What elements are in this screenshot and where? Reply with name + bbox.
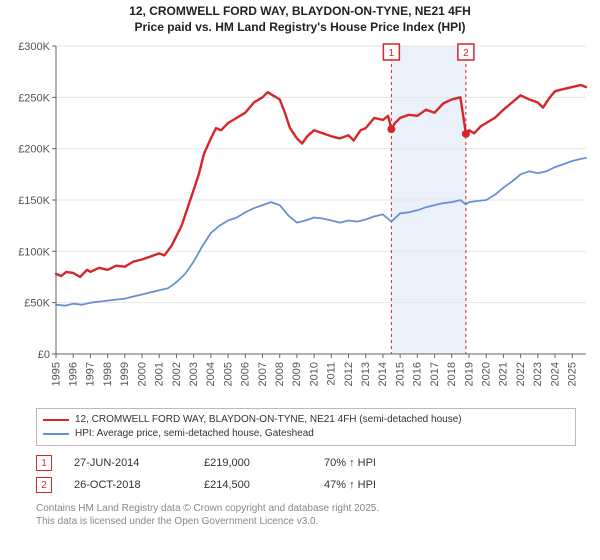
svg-text:£150K: £150K <box>18 195 50 207</box>
marker-number-1-text: 1 <box>41 458 47 469</box>
marker-price-1: £219,000 <box>204 457 324 469</box>
svg-text:2015: 2015 <box>394 362 406 386</box>
marker-number-2: 2 <box>36 477 52 493</box>
svg-text:1: 1 <box>389 48 395 59</box>
svg-text:£0: £0 <box>38 349 50 361</box>
svg-text:2025: 2025 <box>567 362 579 386</box>
svg-text:1995: 1995 <box>50 362 62 386</box>
svg-text:2016: 2016 <box>412 362 424 386</box>
svg-text:2008: 2008 <box>274 362 286 386</box>
svg-text:£250K: £250K <box>18 92 50 104</box>
svg-text:2001: 2001 <box>154 362 166 386</box>
svg-text:2006: 2006 <box>240 362 252 386</box>
svg-text:2024: 2024 <box>549 362 561 386</box>
title-line-1: 12, CROMWELL FORD WAY, BLAYDON-ON-TYNE, … <box>0 4 600 20</box>
footer-line-2: This data is licensed under the Open Gov… <box>36 515 379 528</box>
legend-row-property: 12, CROMWELL FORD WAY, BLAYDON-ON-TYNE, … <box>43 413 569 427</box>
svg-text:2000: 2000 <box>136 362 148 386</box>
svg-text:2021: 2021 <box>498 362 510 386</box>
marker-row-1: 1 27-JUN-2014 £219,000 70% ↑ HPI <box>36 452 424 474</box>
svg-text:2023: 2023 <box>532 362 544 386</box>
svg-text:2005: 2005 <box>222 362 234 386</box>
marker-number-2-text: 2 <box>41 480 47 491</box>
svg-text:2017: 2017 <box>429 362 441 386</box>
svg-text:1998: 1998 <box>102 362 114 386</box>
svg-text:2009: 2009 <box>291 362 303 386</box>
marker-number-1: 1 <box>36 455 52 471</box>
svg-text:1999: 1999 <box>119 362 131 386</box>
svg-text:2014: 2014 <box>377 362 389 386</box>
svg-text:£50K: £50K <box>24 298 50 310</box>
svg-text:2011: 2011 <box>326 362 338 386</box>
legend-swatch-hpi <box>43 433 69 435</box>
svg-text:2: 2 <box>463 48 469 59</box>
title-line-2: Price paid vs. HM Land Registry's House … <box>0 20 600 36</box>
svg-text:2012: 2012 <box>343 362 355 386</box>
footer-line-1: Contains HM Land Registry data © Crown c… <box>36 502 379 515</box>
legend-row-hpi: HPI: Average price, semi-detached house,… <box>43 427 569 441</box>
legend-label-property: 12, CROMWELL FORD WAY, BLAYDON-ON-TYNE, … <box>75 413 462 427</box>
marker-pct-2: 47% ↑ HPI <box>324 479 424 491</box>
svg-text:2022: 2022 <box>515 362 527 386</box>
svg-text:2019: 2019 <box>463 362 475 386</box>
chart-title-block: 12, CROMWELL FORD WAY, BLAYDON-ON-TYNE, … <box>0 0 600 35</box>
svg-text:1996: 1996 <box>68 362 80 386</box>
svg-text:2004: 2004 <box>205 362 217 386</box>
footer-attribution: Contains HM Land Registry data © Crown c… <box>36 502 379 528</box>
chart-area: £0 £50K £100K £150K £200K £250K £300K 1995 1996 1… <box>8 40 592 400</box>
svg-text:2007: 2007 <box>257 362 269 386</box>
marker-table: 1 27-JUN-2014 £219,000 70% ↑ HPI 2 26-OC… <box>36 452 424 496</box>
svg-text:2018: 2018 <box>446 362 458 386</box>
marker-row-2: 2 26-OCT-2018 £214,500 47% ↑ HPI <box>36 474 424 496</box>
svg-text:£200K: £200K <box>18 144 50 156</box>
marker-price-2: £214,500 <box>204 479 324 491</box>
svg-text:1997: 1997 <box>85 362 97 386</box>
svg-text:2002: 2002 <box>171 362 183 386</box>
legend-label-hpi: HPI: Average price, semi-detached house,… <box>75 427 314 441</box>
marker-date-1: 27-JUN-2014 <box>74 457 204 469</box>
svg-text:2020: 2020 <box>480 362 492 386</box>
svg-text:2003: 2003 <box>188 362 200 386</box>
price-chart-svg: £0 £50K £100K £150K £200K £250K £300K 1995 1996 1… <box>8 40 592 400</box>
svg-text:2013: 2013 <box>360 362 372 386</box>
svg-text:2010: 2010 <box>308 362 320 386</box>
marker-pct-1: 70% ↑ HPI <box>324 457 424 469</box>
legend-box: 12, CROMWELL FORD WAY, BLAYDON-ON-TYNE, … <box>36 408 576 446</box>
legend-swatch-property <box>43 419 69 421</box>
svg-text:£300K: £300K <box>18 41 50 53</box>
marker-date-2: 26-OCT-2018 <box>74 479 204 491</box>
svg-text:£100K: £100K <box>18 246 50 258</box>
